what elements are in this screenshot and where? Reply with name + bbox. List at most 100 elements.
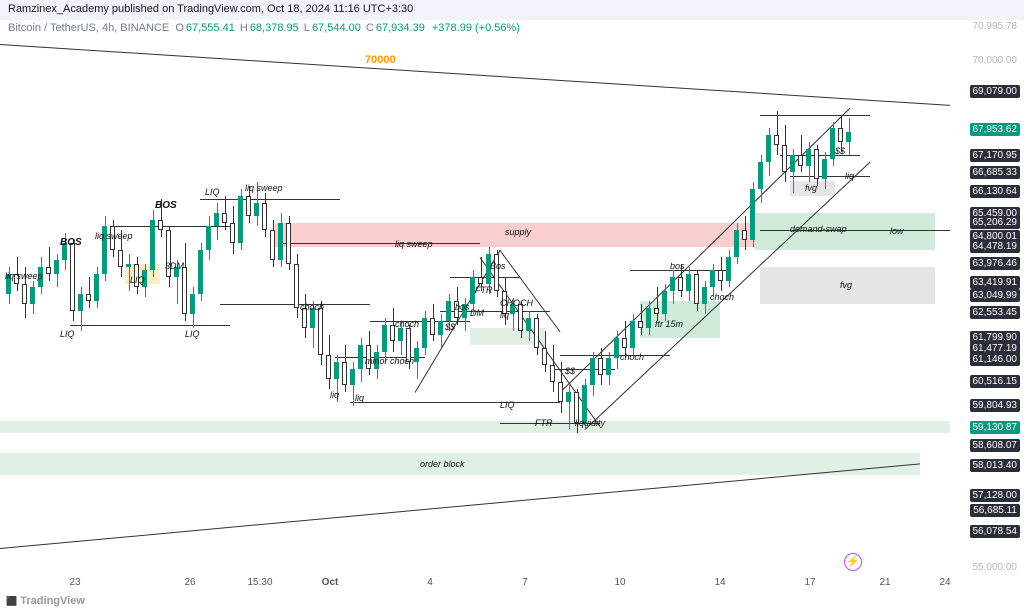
candle-body — [294, 264, 299, 308]
hline-h-liqsweep2 — [280, 243, 480, 244]
chart-area[interactable]: liq sweepBOSLIQliq sweepLIQBOS3DMLIQLIQl… — [0, 20, 950, 575]
candle-body — [638, 321, 643, 328]
annotation: FTR — [535, 418, 553, 428]
candle-body — [478, 277, 483, 284]
hline-h-liq-bos2 — [110, 226, 230, 227]
annotation: low — [890, 226, 904, 236]
candle-body — [790, 155, 795, 172]
annotation: bos — [670, 261, 685, 271]
candle-body — [566, 392, 571, 402]
price-label: 61,146.00 — [970, 353, 1021, 366]
candle-body — [350, 369, 355, 386]
annotation: Bos — [490, 261, 506, 271]
candle-body — [646, 308, 651, 328]
trend-upper-channel-main — [0, 44, 950, 106]
candle-body — [22, 284, 27, 304]
candle-body — [254, 203, 259, 217]
candle-body — [382, 325, 387, 352]
annotation: fvg — [840, 280, 852, 290]
time-tick: 17 — [804, 577, 815, 588]
flash-icon[interactable]: ⚡ — [844, 553, 862, 571]
price-label: 64,478.19 — [970, 240, 1021, 253]
trend-lower-channel-main — [0, 463, 920, 549]
candle-body — [558, 382, 563, 402]
level-70000: 70000 — [365, 54, 396, 66]
annotation: $$ — [565, 366, 575, 376]
candle-body — [806, 149, 811, 166]
candle-body — [286, 223, 291, 264]
hline-h-LIQ-low — [350, 402, 560, 403]
price-label: 63,419.91 — [970, 276, 1021, 289]
candle-body — [246, 196, 251, 216]
hline-h-liq1 — [70, 325, 230, 326]
candle-body — [238, 196, 243, 243]
annotation: supply — [505, 227, 531, 237]
annotation: LIQ — [185, 329, 200, 339]
annotation: minor choch — [365, 356, 414, 366]
candle-body — [718, 270, 723, 280]
candle-body — [534, 318, 539, 348]
candle-body — [222, 213, 227, 223]
annotation: liq — [845, 171, 854, 181]
candle-body — [262, 203, 267, 230]
candle-body — [622, 338, 627, 348]
zone-liquidity — [0, 421, 950, 433]
price-label: 56,078.54 — [970, 525, 1021, 538]
publisher-bar: Ramzinex_Academy published on TradingVie… — [0, 0, 1024, 20]
annotation: DM — [470, 308, 484, 318]
annotation: liq — [330, 390, 339, 400]
annotation: LIQ — [500, 400, 515, 410]
candle-body — [774, 135, 779, 145]
candle-wick — [777, 111, 778, 155]
time-tick: 24 — [939, 577, 950, 588]
time-tick: 10 — [614, 577, 625, 588]
candle-body — [606, 358, 611, 375]
price-label: 66,130.64 — [970, 185, 1021, 198]
candle-body — [518, 304, 523, 331]
candle-body — [614, 338, 619, 358]
candle-body — [86, 294, 91, 301]
candle-body — [326, 355, 331, 379]
annotation: $$ — [445, 322, 455, 332]
annotation: bos — [455, 302, 470, 312]
candle-body — [542, 348, 547, 365]
price-axis[interactable]: 70,995.7870,000.0069,079.0067,953.6267,1… — [950, 20, 1024, 575]
candle-body — [198, 250, 203, 294]
candle-body — [662, 291, 667, 315]
candle-body — [742, 230, 747, 240]
candle-body — [686, 274, 691, 291]
candle-body — [182, 267, 187, 314]
price-label: 69,079.00 — [970, 85, 1021, 98]
candle-body — [758, 162, 763, 189]
candle-body — [30, 287, 35, 304]
price-label: 63,049.99 — [970, 289, 1021, 302]
candle-body — [230, 223, 235, 243]
price-label: 56,685.11 — [970, 504, 1020, 517]
tradingview-brand: ⬛ TradingView — [6, 595, 85, 607]
candle-body — [630, 321, 635, 348]
candle-body — [334, 362, 339, 379]
price-label: 63,976.46 — [970, 257, 1021, 270]
annotation: liq — [500, 310, 509, 320]
price-label: 58,608.07 — [970, 439, 1021, 452]
annotation: ftr 15m — [655, 319, 683, 329]
hline-h-liq-top — [200, 199, 340, 200]
candle-body — [766, 135, 771, 162]
annotation: order block — [420, 459, 465, 469]
time-axis[interactable]: 232615:30Oct471014172124 — [0, 575, 950, 595]
candle-wick — [641, 304, 642, 334]
candle-body — [118, 250, 123, 267]
hline-h-low-r — [760, 230, 950, 231]
annotation: LIQ — [205, 187, 220, 197]
price-label: 66,685.33 — [970, 166, 1021, 179]
candle-body — [726, 257, 731, 281]
annotation: 3DM — [165, 261, 184, 271]
annotation: liq sweep — [395, 239, 433, 249]
candle-body — [414, 348, 419, 362]
candle-body — [750, 189, 755, 240]
price-label: 67,953.62 — [970, 123, 1021, 136]
hline-h-bos-mid — [450, 277, 520, 278]
candle-body — [494, 254, 499, 291]
candle-body — [94, 274, 99, 301]
candle-body — [654, 308, 659, 315]
